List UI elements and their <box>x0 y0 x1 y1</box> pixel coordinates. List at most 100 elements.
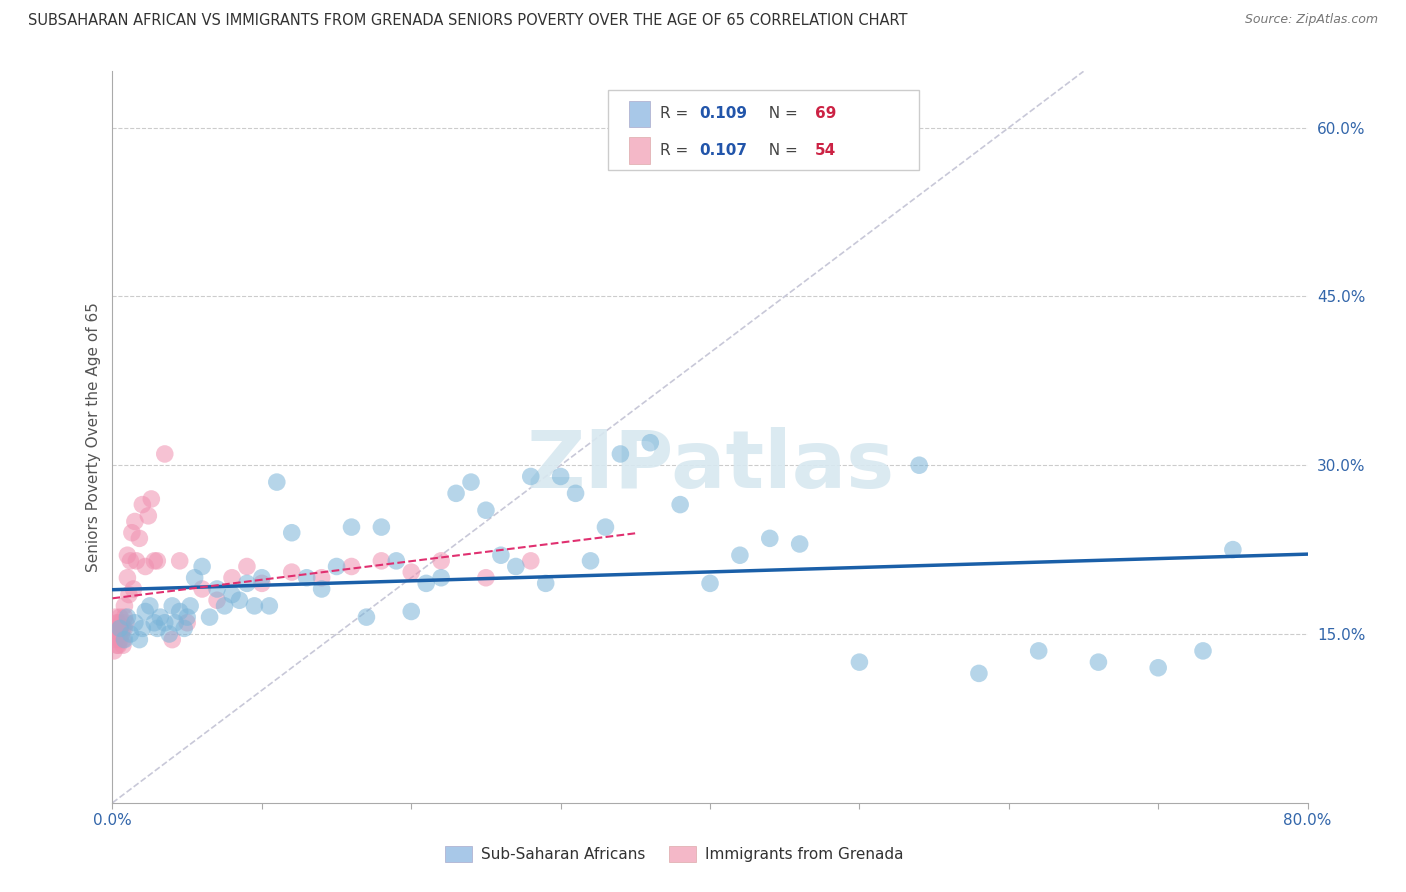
Point <box>205 582 228 596</box>
Point <box>401 605 423 619</box>
Point <box>103 644 125 658</box>
Point <box>110 627 132 641</box>
Point <box>179 599 201 613</box>
Point <box>1192 644 1215 658</box>
Point <box>415 576 437 591</box>
Point <box>489 548 512 562</box>
Point <box>370 520 392 534</box>
Point <box>534 576 557 591</box>
Point <box>520 469 543 483</box>
Point <box>169 605 191 619</box>
Point <box>143 554 166 568</box>
Point <box>311 582 333 596</box>
Point <box>162 632 183 647</box>
Point <box>214 599 236 613</box>
Point <box>759 532 782 546</box>
Point <box>1028 644 1050 658</box>
Point <box>430 554 453 568</box>
FancyBboxPatch shape <box>628 137 651 163</box>
Point <box>118 588 141 602</box>
Text: N =: N = <box>759 106 803 121</box>
Point <box>520 554 543 568</box>
Point <box>228 593 250 607</box>
FancyBboxPatch shape <box>628 101 651 127</box>
Text: 54: 54 <box>815 143 837 158</box>
Point <box>176 615 198 630</box>
Point <box>385 554 408 568</box>
Point <box>139 599 162 613</box>
Point <box>669 498 692 512</box>
Point <box>475 571 498 585</box>
Point <box>138 508 160 523</box>
Point <box>121 525 143 540</box>
Point <box>114 632 135 647</box>
Point <box>699 576 721 591</box>
Point <box>250 571 273 585</box>
Point <box>114 621 135 635</box>
Legend: Sub-Saharan Africans, Immigrants from Grenada: Sub-Saharan Africans, Immigrants from Gr… <box>439 840 910 868</box>
Point <box>281 565 304 579</box>
Text: Source: ZipAtlas.com: Source: ZipAtlas.com <box>1244 13 1378 27</box>
Point <box>579 554 602 568</box>
Text: ZIPatlas: ZIPatlas <box>526 427 894 506</box>
Point <box>176 610 198 624</box>
Point <box>141 491 163 506</box>
Point <box>122 582 145 596</box>
Point <box>640 435 662 450</box>
Point <box>146 621 169 635</box>
Point <box>108 610 131 624</box>
Point <box>134 605 156 619</box>
Point <box>236 559 259 574</box>
Point <box>191 582 214 596</box>
Point <box>340 520 363 534</box>
Point <box>149 610 172 624</box>
Point <box>157 627 180 641</box>
Y-axis label: Seniors Poverty Over the Age of 65: Seniors Poverty Over the Age of 65 <box>86 302 101 572</box>
Point <box>128 632 150 647</box>
Point <box>325 559 347 574</box>
Point <box>1222 542 1244 557</box>
Point <box>205 593 228 607</box>
Point <box>104 632 127 647</box>
Point <box>564 486 586 500</box>
Point <box>401 565 423 579</box>
Point <box>848 655 870 669</box>
Point <box>153 615 176 630</box>
Point <box>250 576 273 591</box>
Text: 0.107: 0.107 <box>699 143 747 158</box>
Text: R =: R = <box>659 106 693 121</box>
Point <box>105 615 128 630</box>
Point <box>236 576 259 591</box>
Point <box>1087 655 1109 669</box>
Point <box>105 627 128 641</box>
Point <box>114 599 135 613</box>
Point <box>143 615 166 630</box>
Point <box>131 621 153 635</box>
Point <box>505 559 527 574</box>
Point <box>243 599 266 613</box>
Point <box>475 503 498 517</box>
Point <box>430 571 453 585</box>
Point <box>370 554 392 568</box>
Point <box>108 621 131 635</box>
Point <box>111 638 134 652</box>
Text: R =: R = <box>659 143 693 158</box>
Point <box>221 571 243 585</box>
Point <box>117 548 139 562</box>
Point <box>110 615 132 630</box>
Point <box>162 599 183 613</box>
Point <box>609 447 631 461</box>
Point <box>117 571 139 585</box>
Point <box>107 638 129 652</box>
Point <box>165 615 187 630</box>
Point <box>146 554 169 568</box>
Point <box>908 458 931 473</box>
Point <box>460 475 482 489</box>
Point <box>103 621 125 635</box>
Point <box>595 520 617 534</box>
Point <box>311 571 333 585</box>
Point <box>789 537 811 551</box>
Point <box>259 599 281 613</box>
Point <box>173 621 195 635</box>
Point <box>117 610 139 624</box>
